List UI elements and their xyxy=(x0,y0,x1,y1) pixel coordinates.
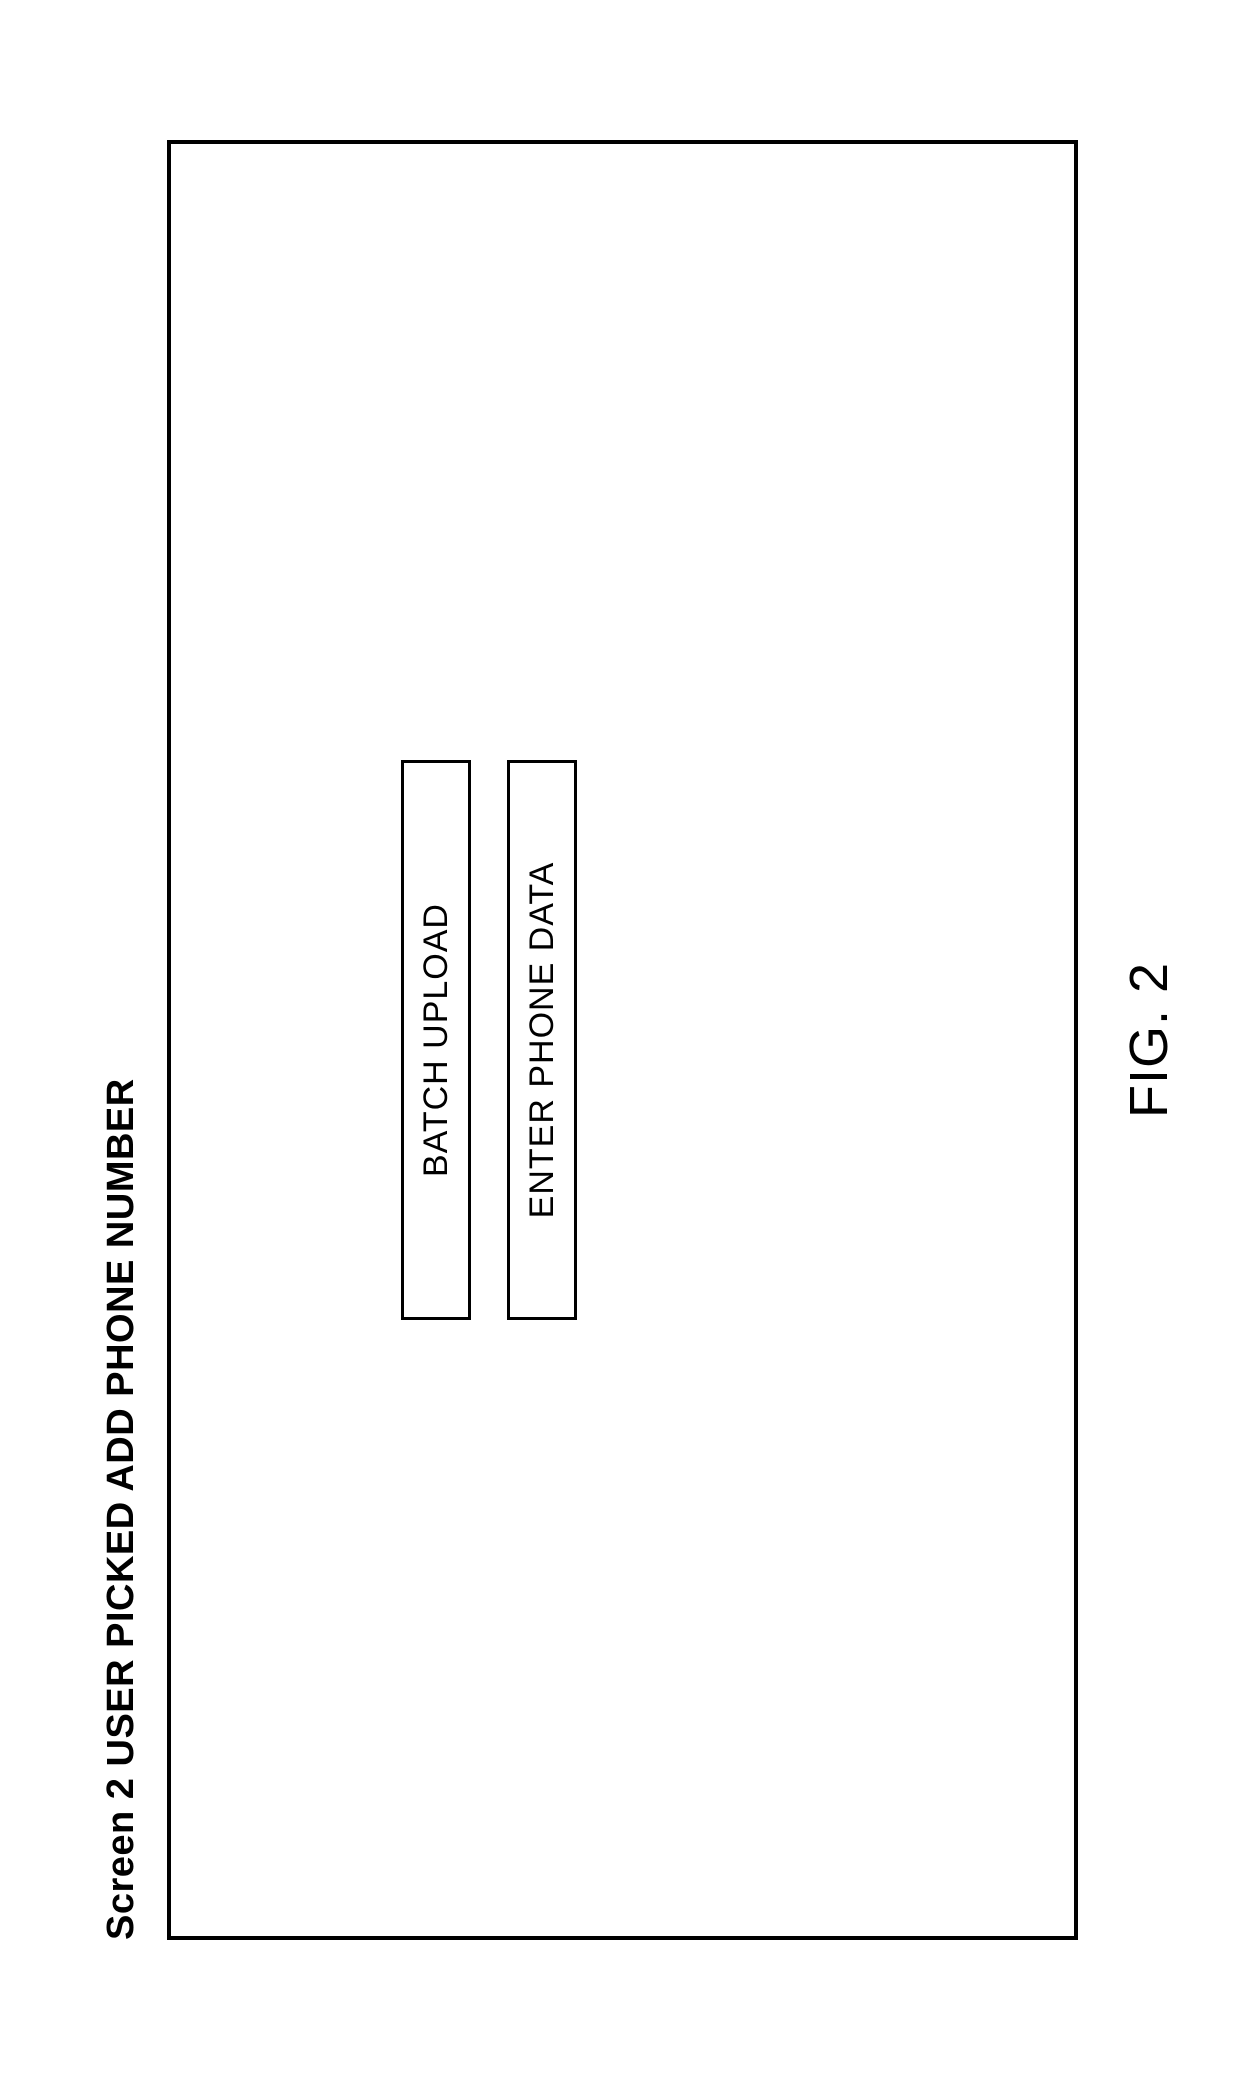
figure-label: FIG. 2 xyxy=(1118,140,1180,1940)
rotated-canvas: Screen 2 USER PICKED ADD PHONE NUMBER BA… xyxy=(0,0,1240,2080)
screen-title: Screen 2 USER PICKED ADD PHONE NUMBER xyxy=(100,140,143,1940)
content-wrapper: Screen 2 USER PICKED ADD PHONE NUMBER BA… xyxy=(0,0,1240,2080)
screen-frame: BATCH UPLOAD ENTER PHONE DATA xyxy=(167,140,1078,1940)
enter-phone-data-button[interactable]: ENTER PHONE DATA xyxy=(507,760,577,1320)
batch-upload-button[interactable]: BATCH UPLOAD xyxy=(401,760,471,1320)
